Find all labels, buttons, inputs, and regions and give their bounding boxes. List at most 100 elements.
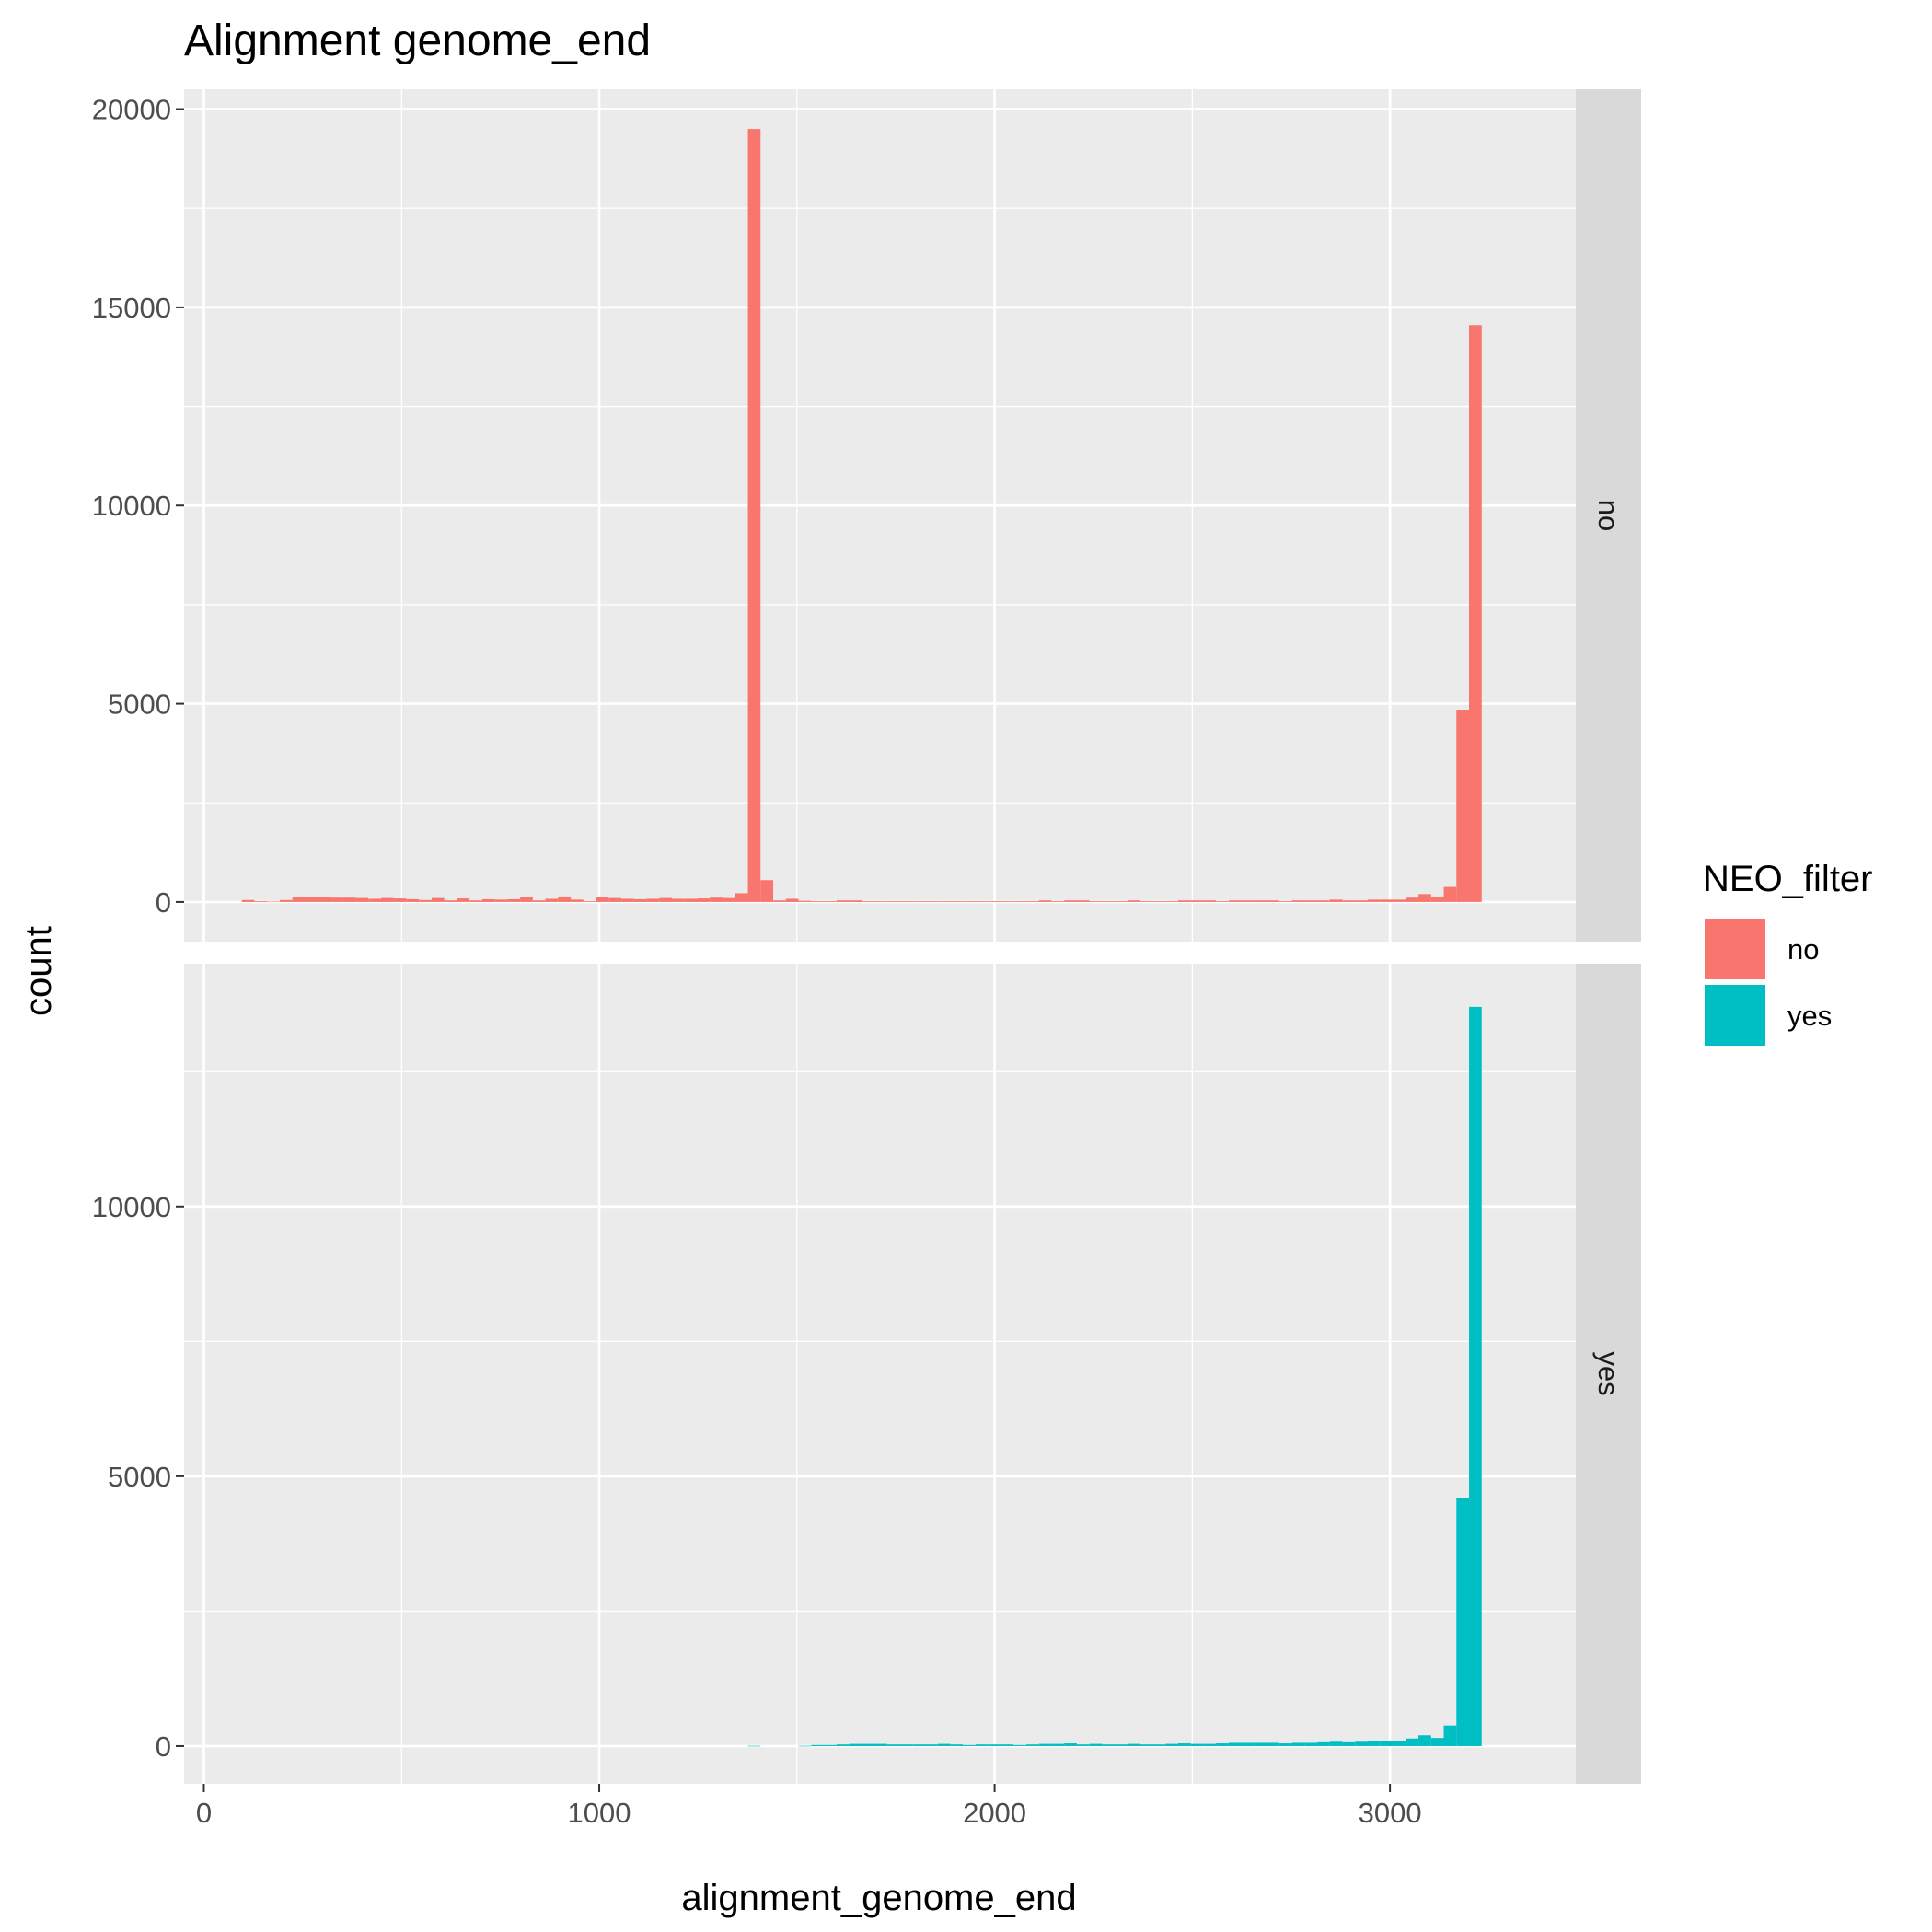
facet-strip-no — [1576, 89, 1641, 942]
histogram-bar-no — [1368, 899, 1381, 902]
histogram-bar-no — [1469, 325, 1482, 902]
histogram-bar-no — [1380, 899, 1394, 902]
facet-strip-yes — [1576, 964, 1641, 1784]
histogram-bar-no — [1304, 900, 1318, 902]
histogram-bar-no — [747, 129, 761, 902]
histogram-bar-no — [1456, 710, 1470, 902]
histogram-bar-no — [659, 897, 673, 902]
histogram-bar-no — [988, 901, 1001, 902]
histogram-bar-yes — [811, 1744, 825, 1746]
y-tick-label: 5000 — [108, 688, 171, 721]
histogram-bar-no — [1001, 901, 1014, 902]
histogram-bar-yes — [899, 1744, 913, 1746]
histogram-bar-no — [785, 898, 799, 902]
histogram-bar-no — [824, 901, 837, 902]
histogram-bar-no — [406, 898, 420, 902]
histogram-bar-yes — [836, 1744, 850, 1746]
y-tick-label: 10000 — [92, 1191, 171, 1223]
histogram-bar-no — [621, 898, 634, 902]
histogram-bar-yes — [1380, 1741, 1394, 1746]
histogram-bar-yes — [1177, 1743, 1191, 1746]
histogram-bar-no — [1418, 894, 1431, 902]
histogram-bar-no — [494, 899, 508, 902]
histogram-bar-yes — [950, 1744, 964, 1746]
histogram-bar-yes — [1127, 1743, 1140, 1746]
histogram-bar-no — [342, 897, 356, 902]
histogram-bar-no — [571, 899, 584, 902]
facet-strip-label: yes — [1592, 1351, 1625, 1395]
panel-background-no — [184, 89, 1576, 942]
histogram-bar-no — [1267, 900, 1279, 902]
histogram-bar-no — [1203, 900, 1217, 902]
histogram-bar-no — [646, 898, 660, 902]
histogram-bar-yes — [1038, 1743, 1052, 1746]
histogram-bar-no — [318, 897, 330, 902]
histogram-bar-no — [684, 898, 698, 902]
histogram-bar-no — [1115, 901, 1128, 902]
histogram-bar-no — [1190, 900, 1204, 902]
histogram-bar-no — [1051, 901, 1065, 902]
histogram-bar-yes — [1469, 1006, 1482, 1746]
histogram-bar-yes — [1278, 1743, 1292, 1746]
histogram-bar-no — [558, 896, 572, 902]
histogram-bar-no — [520, 897, 533, 902]
histogram-bar-yes — [1368, 1741, 1381, 1746]
histogram-bar-no — [1241, 900, 1255, 902]
x-tick-label: 1000 — [568, 1797, 631, 1829]
histogram-bar-no — [1140, 901, 1153, 902]
histogram-bar-yes — [924, 1744, 938, 1746]
histogram-bar-no — [924, 901, 938, 902]
histogram-bar-yes — [1241, 1742, 1255, 1746]
histogram-bar-yes — [1064, 1743, 1077, 1746]
y-tick-label: 15000 — [92, 292, 171, 324]
x-tick-label: 2000 — [963, 1797, 1026, 1829]
histogram-bar-no — [532, 900, 546, 902]
x-tick-label: 3000 — [1359, 1797, 1422, 1829]
histogram-bar-no — [975, 901, 989, 902]
histogram-bar-no — [1342, 900, 1356, 902]
histogram-bar-no — [1064, 900, 1077, 902]
x-axis-title: alignment_genome_end — [681, 1878, 1076, 1918]
histogram-bar-no — [292, 897, 306, 902]
histogram-bar-yes — [886, 1744, 900, 1746]
histogram-bar-yes — [824, 1744, 837, 1746]
histogram-bar-no — [583, 901, 596, 902]
histogram-bar-yes — [1076, 1744, 1090, 1746]
histogram-bar-no — [279, 899, 293, 902]
histogram-bar-no — [886, 901, 900, 902]
histogram-bar-yes — [798, 1745, 812, 1747]
histogram-bar-yes — [912, 1744, 925, 1746]
y-tick-label: 0 — [156, 1730, 171, 1763]
histogram-bar-no — [950, 901, 964, 902]
histogram-bar-yes — [1406, 1738, 1419, 1746]
histogram-bar-no — [1127, 900, 1140, 902]
histogram-bar-yes — [1304, 1742, 1318, 1746]
histogram-bar-yes — [1418, 1735, 1431, 1746]
histogram-bar-no — [444, 900, 457, 902]
histogram-bar-no — [710, 897, 723, 902]
histogram-bar-no — [355, 897, 369, 902]
histogram-bar-no — [760, 880, 774, 902]
histogram-bar-no — [267, 901, 280, 903]
histogram-bar-no — [1025, 901, 1039, 902]
histogram-bar-no — [368, 898, 381, 902]
y-tick-label: 5000 — [108, 1461, 171, 1493]
legend: NEO_filter no yes — [1703, 859, 1873, 1047]
histogram-bar-yes — [1291, 1742, 1305, 1746]
histogram-bar-no — [836, 900, 850, 902]
histogram-bar-no — [457, 898, 470, 902]
histogram-bar-no — [798, 900, 812, 902]
histogram-bar-yes — [1456, 1498, 1470, 1746]
histogram-bar-yes — [1152, 1744, 1166, 1746]
histogram-bar-no — [1177, 900, 1191, 902]
histogram-bar-yes — [1430, 1738, 1444, 1746]
histogram-bar-no — [1216, 901, 1229, 902]
histogram-bar-no — [811, 901, 825, 902]
histogram-bar-yes — [1013, 1744, 1026, 1746]
histogram-bar-no — [1089, 901, 1103, 902]
histogram-bar-no — [773, 900, 786, 902]
facet-strip-label: no — [1592, 500, 1625, 531]
histogram-bar-no — [1406, 897, 1419, 902]
y-tick-label: 20000 — [92, 94, 171, 126]
chart-title: Alignment genome_end — [184, 17, 651, 65]
